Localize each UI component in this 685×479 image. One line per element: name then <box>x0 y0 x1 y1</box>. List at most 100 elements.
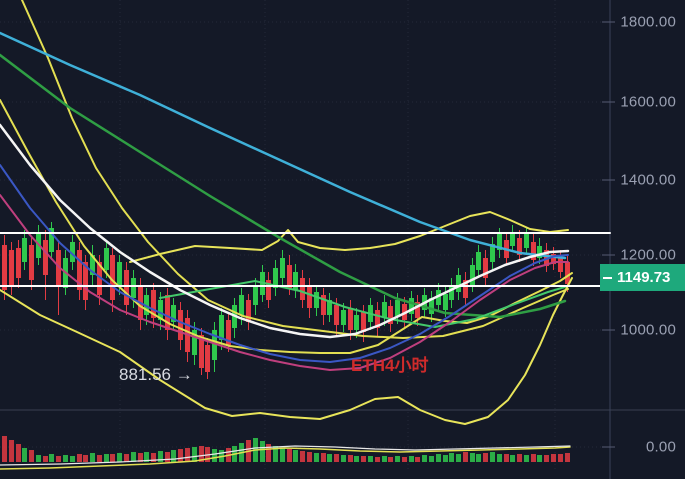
candlestick <box>375 310 380 328</box>
candlestick <box>470 265 475 285</box>
volume-bar <box>531 454 536 462</box>
candlestick <box>171 305 176 322</box>
volume-bar <box>368 456 373 462</box>
candlestick <box>246 300 251 322</box>
candlestick <box>531 242 536 260</box>
volume-bar <box>551 454 556 462</box>
candlestick <box>117 262 122 285</box>
candlestick <box>253 285 258 305</box>
volume-bar <box>334 454 339 462</box>
line-ma-blue <box>0 164 569 363</box>
candlestick <box>90 255 95 275</box>
candlestick <box>415 302 420 318</box>
volume-bar <box>70 456 75 462</box>
volume-bar <box>314 453 319 462</box>
line-bb-lower-yellow <box>0 277 573 425</box>
candlestick <box>524 234 529 248</box>
candlestick <box>226 320 231 345</box>
candlestick <box>361 312 366 332</box>
volume-bar <box>56 456 61 462</box>
volume-bar <box>158 451 163 462</box>
volume-bar <box>2 436 7 462</box>
candlestick <box>436 290 441 305</box>
candlestick <box>300 278 305 300</box>
candlestick <box>293 272 298 290</box>
candlestick <box>483 258 488 278</box>
candlestick <box>327 300 332 315</box>
volume-bar <box>280 448 285 462</box>
candlestick <box>314 292 319 308</box>
volume-bar <box>341 455 346 462</box>
candlestick <box>70 242 75 262</box>
volume-bar <box>124 454 129 462</box>
candlestick <box>429 298 434 314</box>
volume-bar <box>524 455 529 462</box>
volume-bar <box>537 455 542 462</box>
volume-bar <box>483 453 488 462</box>
volume-bar <box>110 454 115 462</box>
candlestick <box>456 275 461 292</box>
line-ma-green-long <box>0 53 567 319</box>
volume-bar <box>470 453 475 462</box>
volume-bar <box>497 454 502 462</box>
candlestick <box>565 262 570 284</box>
volume-bar <box>138 453 143 462</box>
candlestick <box>16 248 21 278</box>
candlestick <box>551 254 556 264</box>
candlestick <box>354 315 359 330</box>
candlestick <box>219 315 224 340</box>
volume-bar <box>43 456 48 462</box>
candlestick <box>22 238 27 262</box>
volume-bar <box>361 456 366 462</box>
volume-bar <box>178 449 183 462</box>
volume-bar <box>83 455 88 462</box>
volume-bar <box>565 453 570 462</box>
candlestick <box>2 245 7 290</box>
candlestick <box>517 238 522 255</box>
symbol-timeframe-label: ETH4小时 <box>351 356 429 375</box>
volume-bar <box>375 457 380 462</box>
volume-bar <box>16 444 21 462</box>
volume-bar <box>354 456 359 462</box>
candlestick <box>43 240 48 275</box>
volume-bar <box>36 455 41 462</box>
y-axis-label: 1400.00 <box>620 171 676 189</box>
volume-bar <box>77 454 82 462</box>
candlestick <box>83 262 88 300</box>
volume-bar <box>90 453 95 462</box>
candlestick <box>239 295 244 315</box>
volume-bar <box>388 457 393 462</box>
candlestick <box>110 255 115 300</box>
candlestick <box>537 246 542 258</box>
volume-bar <box>382 456 387 462</box>
candlestick <box>9 250 14 285</box>
volume-bar <box>151 453 156 462</box>
volume-bar <box>22 448 27 462</box>
volume-bar <box>165 452 170 462</box>
volume-bar <box>429 456 434 462</box>
volume-bar <box>517 454 522 462</box>
candlestick <box>287 265 292 288</box>
candlestick <box>212 330 217 360</box>
volume-bar <box>266 444 271 462</box>
volume-bar <box>293 450 298 462</box>
candlestick <box>321 295 326 315</box>
candlestick <box>348 308 353 330</box>
candlestick <box>497 234 502 250</box>
line-ma-cyan <box>0 31 567 260</box>
line-bb-middle-yellow <box>0 99 573 354</box>
candlestick <box>104 248 109 270</box>
price-tag-tick <box>603 276 612 279</box>
volume-bar <box>307 452 312 462</box>
volume-bar <box>558 454 563 462</box>
candlestick <box>178 310 183 340</box>
candlestick <box>199 335 204 368</box>
candlestick <box>266 280 271 300</box>
candlestick <box>463 280 468 298</box>
volume-bar <box>456 454 461 462</box>
candlestick <box>165 295 170 330</box>
candlestick <box>192 330 197 355</box>
volume-bar <box>63 455 68 462</box>
